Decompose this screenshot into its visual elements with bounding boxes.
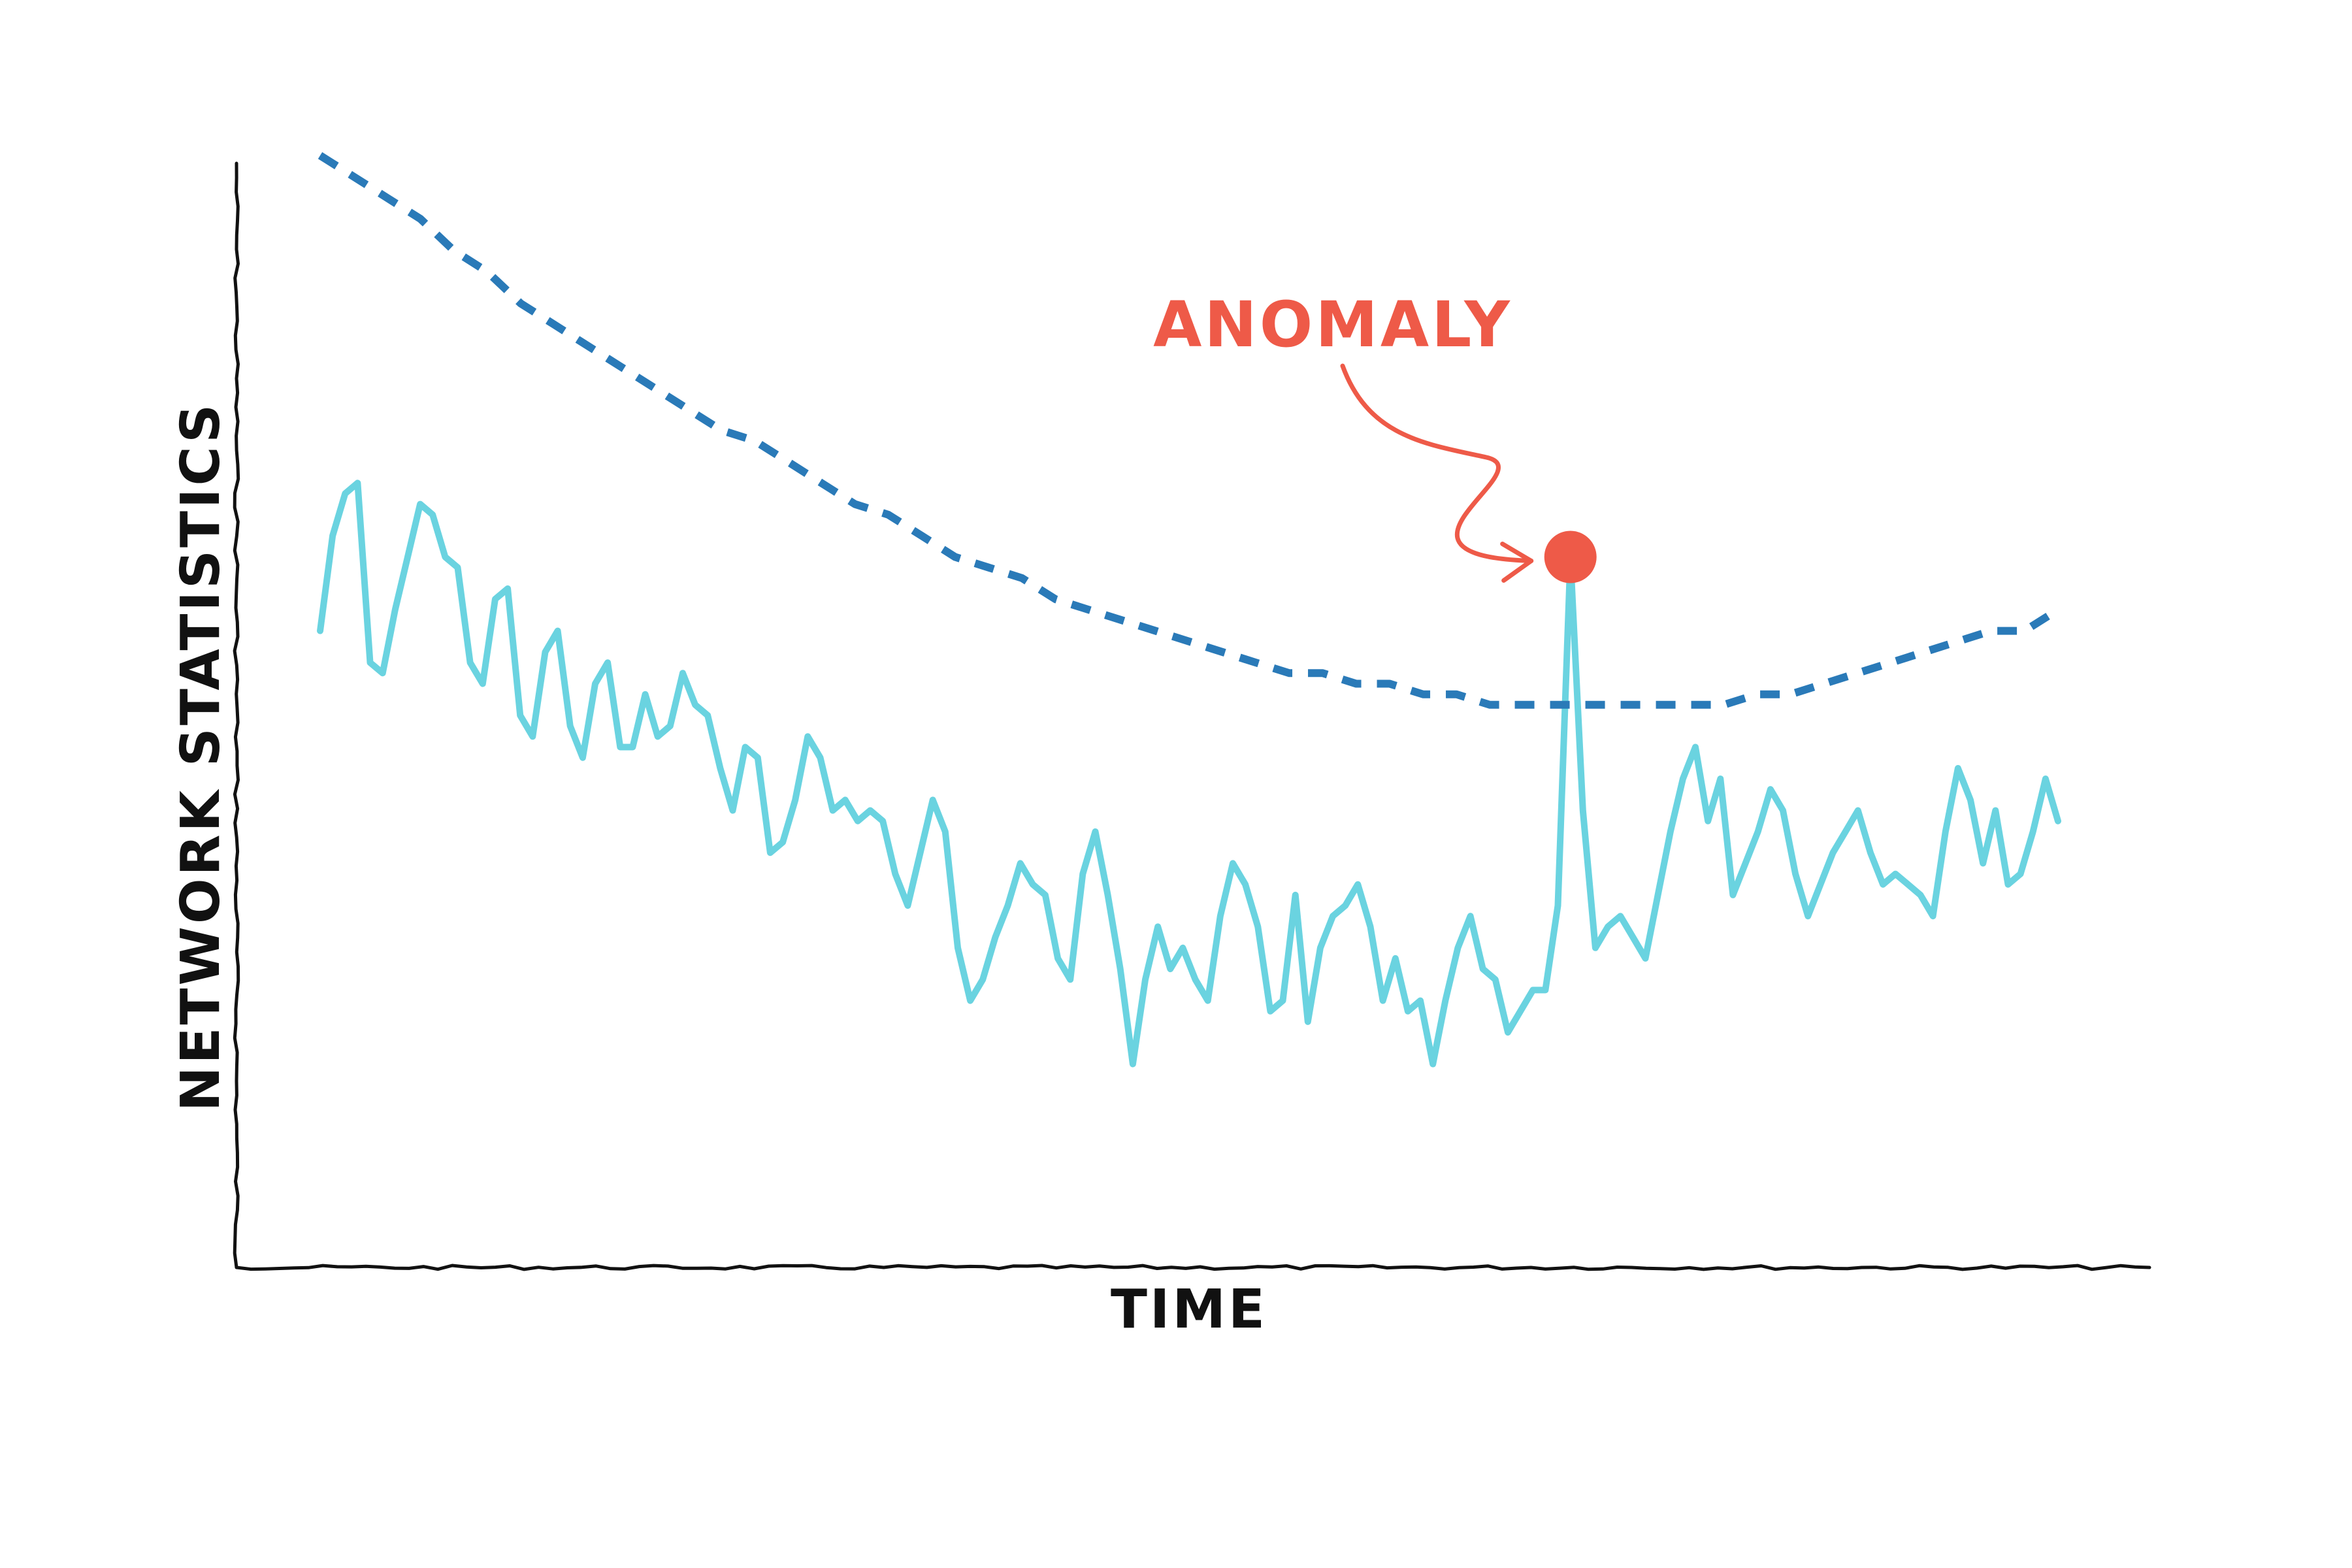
anomaly-marker — [1544, 531, 1597, 583]
anomaly-arrow — [1340, 363, 1534, 563]
y-axis-line — [233, 161, 240, 1269]
x-axis-label: TIME — [1111, 1279, 1267, 1341]
axes — [233, 161, 2151, 1271]
y-axis-label: NETWORK STATISTICS — [170, 402, 232, 1111]
x-axis-line — [235, 1264, 2151, 1271]
anomaly-label: ANOMALY — [1153, 288, 1512, 361]
anomaly-arrowhead — [1500, 541, 1534, 583]
trend-line-dashed — [318, 152, 2061, 709]
series-layer — [317, 152, 2061, 1068]
traffic-line-solid — [317, 480, 2061, 1068]
annotation-layer: ANOMALY — [1153, 288, 1597, 583]
